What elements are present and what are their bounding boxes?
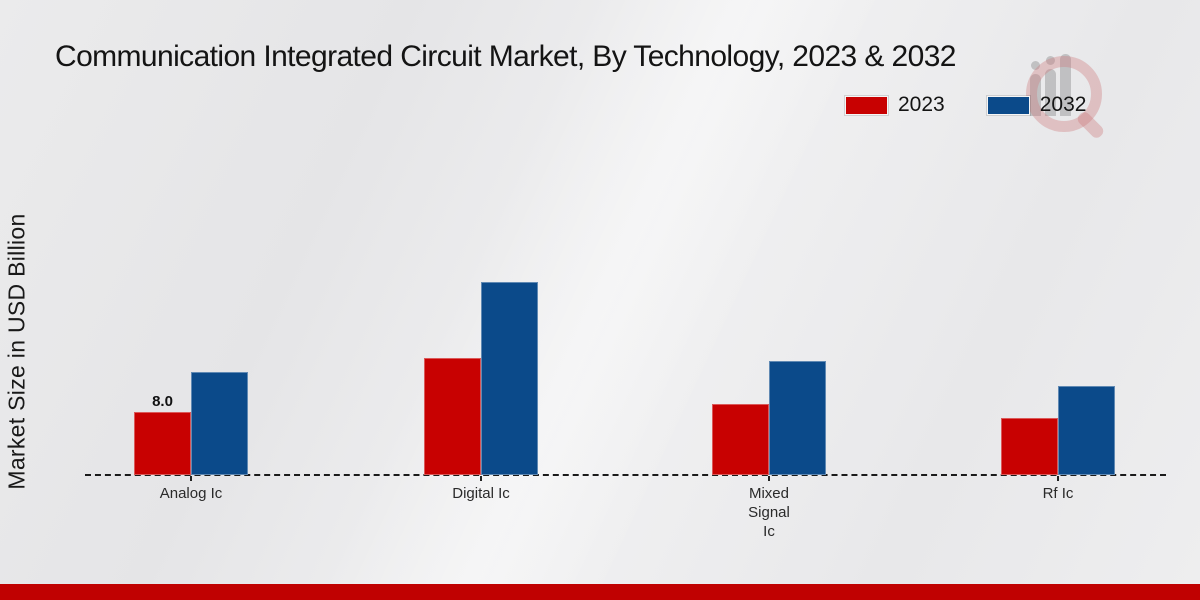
bar-2023-mixed-signal-ic xyxy=(712,404,769,475)
legend-swatch-2023 xyxy=(845,95,888,115)
x-axis-tick xyxy=(1057,476,1059,481)
chart-legend: 2023 2032 xyxy=(845,93,1086,117)
bar-2032-analog-ic xyxy=(191,372,248,475)
category-label-mixed-signal-ic: Mixed Signal Ic xyxy=(748,485,790,540)
bar-value-label: 8.0 xyxy=(152,393,173,410)
category-label-digital-ic: Digital Ic xyxy=(452,485,510,502)
legend-swatch-2032 xyxy=(986,95,1030,115)
bar-2032-rf-ic xyxy=(1058,386,1115,475)
legend-label-2023: 2023 xyxy=(898,93,945,116)
x-axis-tick xyxy=(768,476,770,481)
x-axis-tick xyxy=(190,476,192,481)
magnifier-ring-icon xyxy=(1026,56,1102,132)
bar-2023-digital-ic xyxy=(424,358,481,475)
logo-dot-icon xyxy=(1031,61,1040,70)
x-axis-baseline xyxy=(85,474,1166,476)
chart-title: Communication Integrated Circuit Market,… xyxy=(55,40,956,73)
legend-label-2032: 2032 xyxy=(1039,93,1087,116)
footer-red-strip xyxy=(0,584,1200,600)
bar-2032-mixed-signal-ic xyxy=(769,361,826,475)
category-label-rf-ic: Rf Ic xyxy=(1042,485,1074,502)
legend-item-2032: 2032 xyxy=(986,93,1087,117)
legend-item-2023: 2023 xyxy=(845,93,945,117)
market-research-logo-watermark xyxy=(1018,48,1128,148)
bar-2023-analog-ic xyxy=(134,412,191,475)
x-axis-tick xyxy=(480,476,482,481)
category-label-analog-ic: Analog Ic xyxy=(159,485,223,502)
bar-2023-rf-ic xyxy=(1001,418,1058,475)
bar-2032-digital-ic xyxy=(481,282,538,475)
